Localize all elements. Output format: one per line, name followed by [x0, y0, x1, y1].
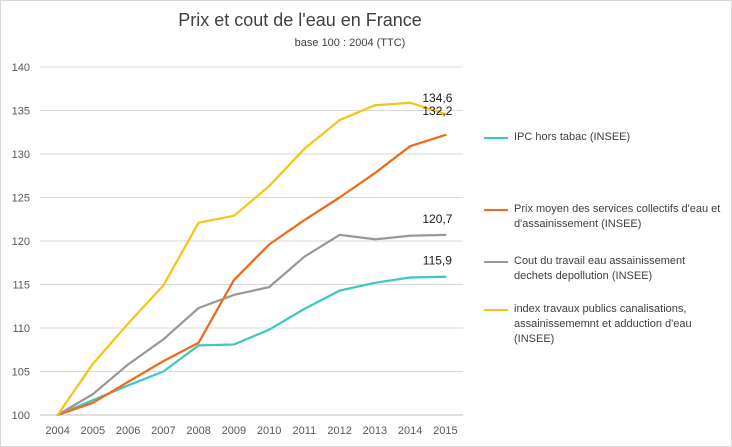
y-tick-label: 110 [12, 323, 30, 335]
data-label: 134,6 [422, 91, 452, 105]
x-tick-label: 2004 [45, 425, 69, 437]
legend-swatch [484, 209, 508, 211]
legend-item: index travaux publics canalisations, assa… [484, 302, 724, 347]
legend-item: IPC hors tabac (INSEE) [484, 130, 724, 145]
x-tick-label: 2012 [327, 425, 351, 437]
y-tick-label: 130 [12, 149, 30, 161]
legend-item: Cout du travail eau assainissement dechet… [484, 254, 724, 284]
x-tick-label: 2007 [151, 425, 175, 437]
series-line [56, 101, 447, 417]
x-tick-label: 2009 [222, 425, 246, 437]
chart-subtitle: base 100 : 2004 (TTC) [294, 37, 406, 49]
y-tick-label: 135 [12, 106, 30, 118]
x-tick-label: 2010 [257, 425, 281, 437]
x-tick-label: 2008 [186, 425, 210, 437]
data-label: 115,9 [423, 254, 452, 268]
y-tick-label: 120 [12, 236, 30, 248]
series-line [56, 233, 447, 417]
legend-label: index travaux publics canalisations, assa… [514, 303, 692, 345]
x-tick-label: 2013 [363, 425, 387, 437]
legend-swatch [484, 261, 508, 263]
legend-swatch [484, 309, 508, 311]
legend-label: Cout du travail eau assainissement dechet… [514, 255, 686, 282]
x-tick-label: 2014 [398, 425, 422, 437]
y-tick-label: 140 [12, 62, 30, 74]
x-tick-label: 2011 [293, 425, 317, 437]
y-tick-label: 100 [12, 410, 30, 422]
y-tick-label: 105 [12, 367, 30, 379]
legend-label: IPC hors tabac (INSEE) [514, 131, 631, 143]
data-label: 132,2 [422, 104, 452, 118]
legend-item: Prix moyen des services collectifs d'eau… [484, 202, 724, 232]
y-tick-label: 115 [12, 280, 30, 292]
y-tick-label: 125 [12, 193, 30, 205]
legend-label: Prix moyen des services collectifs d'eau… [514, 203, 721, 230]
data-label: 120,7 [422, 212, 452, 226]
legend-swatch [484, 137, 508, 139]
x-tick-label: 2005 [81, 425, 105, 437]
chart-title: Prix et cout de l'eau en France [178, 10, 422, 30]
x-tick-label: 2006 [116, 425, 140, 437]
series-line [56, 133, 447, 417]
x-tick-label: 2015 [433, 425, 457, 437]
series-line [56, 275, 447, 417]
